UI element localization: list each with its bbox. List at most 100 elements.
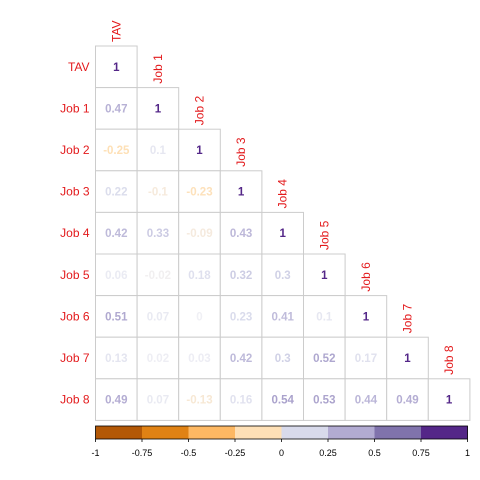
value-job-7-job-6: 0.17 (355, 353, 377, 365)
column-label-job-1: Job 1 (151, 54, 165, 84)
value-job-7-tav: 0.13 (105, 353, 127, 365)
value-job-1-tav: 0.47 (105, 103, 127, 115)
value-job-7-job-4: 0.3 (275, 353, 291, 365)
row-label-job-8: Job 8 (60, 393, 90, 407)
cell-job-5-job-4 (261, 253, 304, 297)
value-job-6-job-5: 0.1 (316, 311, 333, 323)
value-tav-tav: 1 (113, 62, 120, 74)
value-job-5-job-3: 0.32 (230, 270, 252, 282)
value-job-8-job-6: 0.44 (355, 395, 378, 407)
column-label-job-4: Job 4 (276, 179, 290, 209)
colorbar-segment (328, 426, 375, 439)
labels-layer: TAV TAV Job 1 Job 1 Job 2 Job 2 Job 3 Job 3 Job … (60, 20, 456, 406)
cell-job-8-job-8 (427, 378, 471, 421)
value-job-6-job-3: 0.23 (230, 311, 252, 323)
value-job-4-job-2: -0.09 (186, 228, 212, 240)
cell-job-6-job-1 (136, 295, 180, 338)
value-job-8-job-8: 1 (446, 395, 453, 407)
cell-job-8-job-4 (261, 378, 304, 421)
cell-job-5-tav (95, 253, 138, 297)
cell-job-7-tav (95, 336, 138, 380)
cell-job-6-job-6 (344, 295, 388, 338)
value-job-3-job-2: -0.23 (186, 187, 212, 199)
cell-job-8-job-3 (219, 378, 263, 421)
colorbar-tick-label: -1 (91, 448, 99, 458)
value-job-4-job-4: 1 (279, 228, 286, 240)
colorbar-tick-label: -0.5 (181, 448, 197, 458)
cell-job-2-job-2 (178, 128, 221, 172)
cell-job-8-tav (95, 378, 138, 421)
colorbar-tick-label: 1 (465, 448, 470, 458)
cell-job-3-job-3 (219, 170, 263, 213)
value-job-7-job-1: 0.02 (147, 353, 169, 365)
value-job-5-job-4: 0.3 (275, 270, 291, 282)
value-job-6-tav: 0.51 (105, 311, 128, 323)
cell-job-5-job-5 (303, 253, 346, 297)
cell-job-3-job-1 (136, 170, 180, 213)
value-job-2-job-1: 0.1 (150, 145, 167, 157)
value-job-8-job-2: -0.13 (186, 395, 212, 407)
cell-job-6-job-5 (303, 295, 346, 338)
cell-job-1-tav (95, 87, 138, 130)
value-job-3-job-3: 1 (238, 187, 245, 199)
value-job-6-job-4: 0.41 (272, 311, 295, 323)
value-job-8-job-4: 0.54 (272, 395, 295, 407)
value-job-3-job-1: -0.1 (148, 187, 168, 199)
value-job-8-job-7: 0.49 (396, 395, 418, 407)
cell-job-7-job-2 (178, 336, 221, 380)
value-job-6-job-1: 0.07 (147, 311, 169, 323)
value-job-5-job-5: 1 (321, 270, 328, 282)
column-label-tav: TAV (109, 20, 123, 42)
cell-job-7-job-7 (386, 336, 429, 380)
colorbar-segment (142, 426, 189, 439)
cell-job-5-job-1 (136, 253, 180, 297)
value-job-4-tav: 0.42 (105, 228, 127, 240)
value-job-8-tav: 0.49 (105, 395, 127, 407)
row-label-job-3: Job 3 (60, 185, 90, 199)
colorbar-tick-label: 0.25 (319, 448, 337, 458)
column-label-job-6: Job 6 (359, 262, 373, 292)
value-job-7-job-5: 0.52 (313, 353, 335, 365)
value-job-4-job-1: 0.33 (147, 228, 169, 240)
value-job-6-job-6: 1 (363, 311, 370, 323)
value-job-7-job-3: 0.42 (230, 353, 252, 365)
column-label-job-7: Job 7 (401, 304, 415, 334)
cell-job-5-job-2 (178, 253, 221, 297)
row-label-job-2: Job 2 (60, 143, 90, 157)
value-job-1-job-1: 1 (155, 103, 162, 115)
column-label-job-5: Job 5 (317, 220, 331, 250)
column-label-job-8: Job 8 (442, 345, 456, 375)
colorbar-tick-label: 0.5 (368, 448, 381, 458)
colorbar-segment (95, 426, 143, 439)
value-job-5-tav: 0.06 (105, 270, 127, 282)
value-job-8-job-3: 0.16 (230, 395, 252, 407)
colorbar-tick-label: -0.75 (132, 448, 153, 458)
colorbar: -1 -0.75 -0.5 -0.25 0 0.25 0.5 0.75 1 (91, 425, 470, 458)
value-job-8-job-1: 0.07 (147, 395, 169, 407)
value-job-4-job-3: 0.43 (230, 228, 252, 240)
colorbar-segment (374, 426, 422, 439)
value-job-2-tav: -0.25 (103, 145, 130, 157)
cell-job-8-job-6 (344, 378, 388, 421)
cell-job-4-job-3 (219, 211, 263, 255)
cell-job-6-tav (95, 295, 138, 338)
column-label-job-3: Job 3 (234, 137, 248, 167)
value-job-5-job-1: -0.02 (145, 270, 171, 282)
value-job-7-job-2: 0.03 (188, 353, 210, 365)
row-label-job-7: Job 7 (60, 351, 90, 365)
colorbar-segment (281, 426, 329, 439)
value-job-3-tav: 0.22 (105, 187, 127, 199)
cell-job-5-job-3 (219, 253, 263, 297)
column-label-job-2: Job 2 (193, 96, 207, 126)
colorbar-segment (235, 426, 282, 439)
value-job-5-job-2: 0.18 (188, 270, 211, 282)
row-label-job-1: Job 1 (60, 101, 90, 115)
colorbar-tick-label: 0.75 (412, 448, 430, 458)
cell-tav-tav (95, 45, 138, 89)
colorbar-tick-label: -0.25 (225, 448, 246, 458)
value-job-6-job-2: 0 (196, 311, 202, 323)
row-label-job-5: Job 5 (60, 268, 90, 282)
value-job-8-job-5: 0.53 (313, 395, 335, 407)
row-label-job-4: Job 4 (60, 226, 90, 240)
